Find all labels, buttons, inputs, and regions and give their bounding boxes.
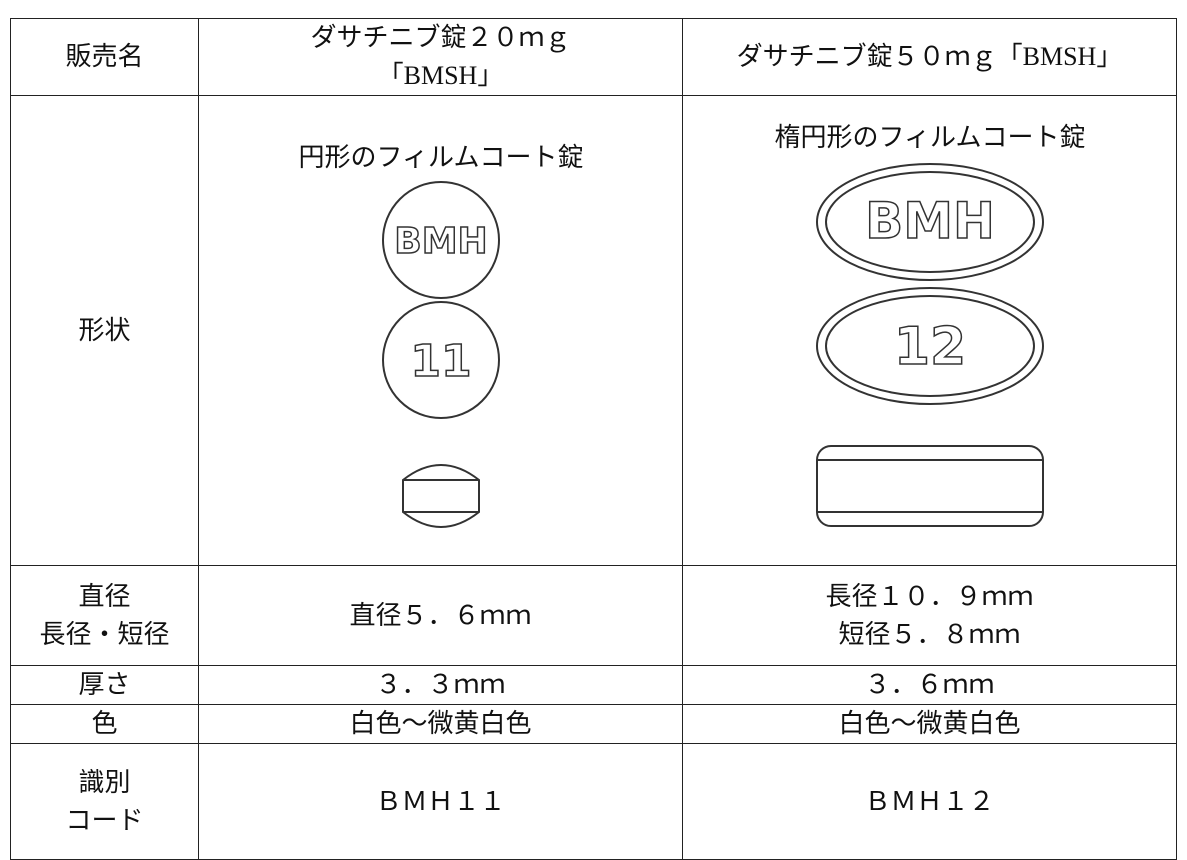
header-row: 販売名 ダサチニブ錠２０ｍｇ 「BMSH」 ダサチニブ錠５０ｍｇ「BMSH」 — [10, 18, 1177, 96]
tablet-side — [816, 445, 1044, 527]
value-text: ＢＭＨ１２ — [864, 786, 995, 816]
value-cell: ３．３ｍｍ — [198, 665, 683, 705]
oval-tablet-figure: 楕円形のフィルムコート錠 BMH 12 — [775, 123, 1086, 527]
tablet-side — [402, 464, 480, 528]
shape-description: 楕円形のフィルムコート錠 — [775, 123, 1086, 152]
spec-row: 識別コード ＢＭＨ１１ ＢＭＨ１２ — [10, 743, 1177, 860]
spec-row: 色 白色～微黄白色 白色～微黄白色 — [10, 704, 1177, 744]
value-text: 長径１０．９ｍｍ — [825, 581, 1034, 611]
value-cell: 長径１０．９ｍｍ 短径５．８ｍｍ — [682, 565, 1177, 666]
label-text: 直径 — [78, 581, 131, 611]
value-text: 白色～微黄白色 — [349, 709, 532, 738]
header-text: ダサチニブ錠２０ｍｇ — [310, 23, 571, 52]
label-text: 形状 — [78, 315, 131, 345]
label-cell: 形状 — [10, 95, 199, 566]
spec-table: 販売名 ダサチニブ錠２０ｍｇ 「BMSH」 ダサチニブ錠５０ｍｇ「BMSH」 形状… — [10, 18, 1177, 860]
spec-row: 厚さ ３．３ｍｍ ３．６ｍｍ — [10, 665, 1177, 705]
label-text: コード — [65, 805, 144, 835]
tablet-front — [382, 181, 500, 299]
round-tablet-figure: 円形のフィルムコート錠 BMH 11 — [299, 143, 584, 528]
value-text: ＢＭＨ１１ — [375, 786, 506, 816]
label-cell: 識別 コード — [10, 743, 199, 860]
value-text: 白色～微黄白色 — [838, 709, 1021, 738]
value-cell: ＢＭＨ１１ — [198, 743, 683, 860]
shape-cell: 円形のフィルムコート錠 BMH 11 — [198, 95, 683, 566]
imprint: BMH — [865, 192, 995, 250]
header-text: ダサチニブ錠５０ｍｇ「BMSH」 — [736, 42, 1123, 71]
label-text: 色 — [91, 709, 118, 738]
tablet-front-bevel — [825, 171, 1035, 273]
header-cell: 販売名 — [10, 18, 199, 96]
label-cell: 厚さ — [10, 665, 199, 705]
header-cell: ダサチニブ錠２０ｍｇ 「BMSH」 — [198, 18, 683, 96]
value-cell: 白色～微黄白色 — [198, 704, 683, 744]
spec-rows: 直径長径・短径 直径５．６ｍｍ 長径１０．９ｍｍ 短径５．８ｍｍ 厚さ ３．３ｍｍ ３．６ｍ… — [10, 565, 1177, 860]
label-cell: 色 — [10, 704, 199, 744]
header-text: 販売名 — [65, 42, 144, 71]
tablet-back-bevel — [825, 295, 1035, 397]
value-text: 直径５．６ｍｍ — [349, 600, 532, 630]
value-text: ３．６ｍｍ — [864, 670, 995, 699]
header-text: 「BMSH」 — [377, 61, 504, 90]
label-cell: 直径 長径・短径 — [10, 565, 199, 666]
shape-description: 円形のフィルムコート錠 — [299, 143, 584, 172]
imprint: 12 — [894, 317, 966, 377]
value-cell: 直径５．６ｍｍ — [198, 565, 683, 666]
spec-row: 直径長径・短径 直径５．６ｍｍ 長径１０．９ｍｍ 短径５．８ｍｍ — [10, 565, 1177, 666]
tablet-back — [816, 287, 1044, 405]
tablet-back — [382, 301, 500, 419]
value-text: 短径５．８ｍｍ — [838, 619, 1021, 649]
label-text: 長径・短径 — [39, 619, 170, 649]
tablet-front — [816, 163, 1044, 281]
tablet-side-band — [817, 459, 1043, 513]
label-text: 厚さ — [78, 670, 131, 699]
value-cell: ＢＭＨ１２ — [682, 743, 1177, 860]
value-text: ３．３ｍｍ — [375, 670, 506, 699]
header-cell: ダサチニブ錠５０ｍｇ「BMSH」 — [682, 18, 1177, 96]
label-text: 識別 — [78, 767, 131, 797]
imprint: BMH — [394, 221, 487, 262]
shape-cell: 楕円形のフィルムコート錠 BMH 12 — [682, 95, 1177, 566]
imprint: 11 — [410, 336, 471, 387]
shape-row: 形状 円形のフィルムコート錠 BMH 11 楕円形のフィルムコート錠 BMH 1… — [10, 95, 1177, 566]
value-cell: 白色～微黄白色 — [682, 704, 1177, 744]
value-cell: ３．６ｍｍ — [682, 665, 1177, 705]
